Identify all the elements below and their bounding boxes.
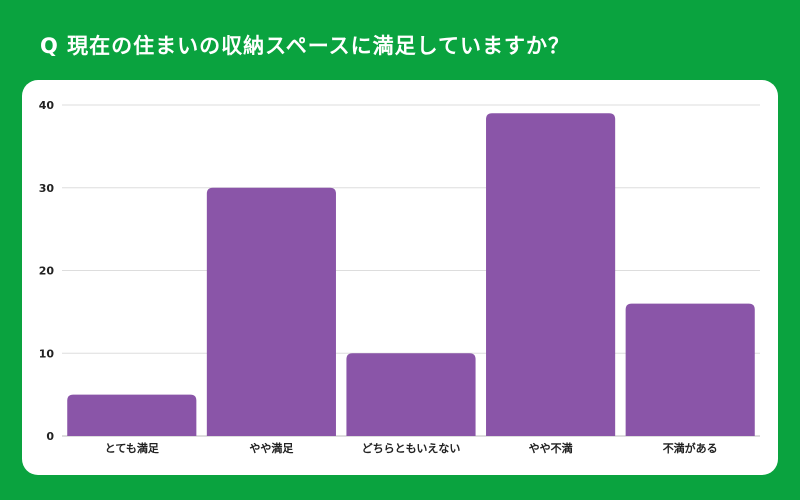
chart-card: 0 10 20 30 40 とても満足 やや満足 どちらともいえない やや不満 不満がある <box>22 80 778 475</box>
y-tick-label: 20 <box>39 265 55 278</box>
bar <box>206 187 336 436</box>
x-category-label: やや満足 <box>249 441 294 455</box>
x-category-label: とても満足 <box>105 441 160 455</box>
x-category-label: どちらともいえない <box>362 442 461 455</box>
y-tick-label: 30 <box>39 182 55 195</box>
bar-chart: 0 10 20 30 40 とても満足 やや満足 どちらともいえない やや不満 不満がある <box>39 99 760 455</box>
y-tick-label: 0 <box>46 430 54 443</box>
x-category-label: 不満がある <box>663 441 718 455</box>
y-tick-label: 10 <box>39 347 55 360</box>
chart-title: Q 現在の住まいの収納スペースに満足していますか？ <box>40 34 571 58</box>
bar <box>625 303 755 436</box>
x-category-label: やや不満 <box>529 441 573 455</box>
bar <box>486 113 616 437</box>
bar <box>346 353 476 436</box>
bar <box>67 394 197 436</box>
y-tick-label: 40 <box>39 99 55 112</box>
